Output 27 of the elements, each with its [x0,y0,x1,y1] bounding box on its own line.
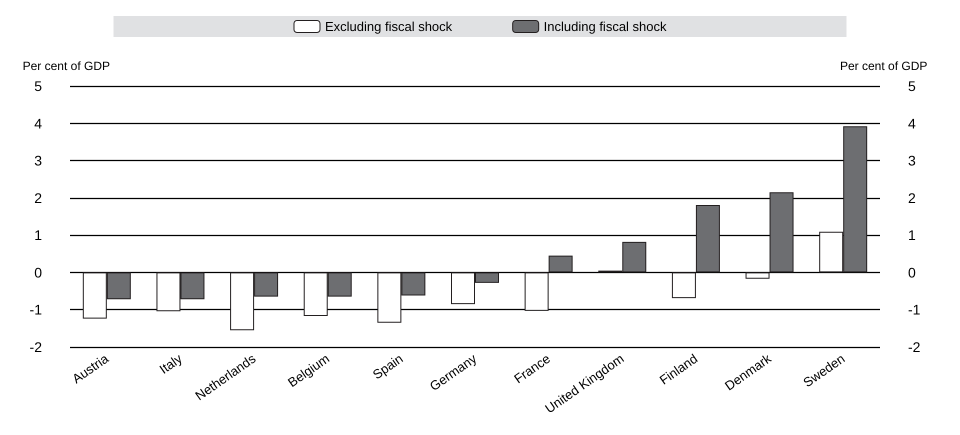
y-tick-label: 5 [34,78,42,94]
y2-axis-title: Per cent of GDP [840,59,928,73]
legend-label: Excluding fiscal shock [324,19,453,34]
y-tick-label: 3 [34,152,42,169]
bar [524,272,549,311]
bar [746,272,770,279]
y2-tick-label: -1 [908,302,921,318]
y2-tick-label: 4 [908,115,916,132]
bar [696,204,720,272]
y2-tick-label: 1 [908,227,916,244]
y-tick-label: 4 [34,115,42,132]
y-tick-label: 0 [34,264,42,280]
y2-tick-label: -2 [908,339,921,355]
y2-tick-label: 2 [908,190,916,206]
y-axis-title: Per cent of GDP [22,59,110,73]
y-tick-label: -1 [30,302,42,318]
y-tick-label: 2 [34,190,42,206]
bar [548,256,573,272]
x-tick-label: Italy [156,350,186,377]
legend-label: Including fiscal shock [544,19,668,34]
bar [672,272,696,298]
y-tick-label: 1 [34,227,42,244]
bar [770,192,794,272]
y2-tick-label: 5 [908,78,916,94]
y2-tick-label: 3 [908,152,916,169]
y-tick-label: -2 [30,339,42,355]
y2-tick-label: 0 [908,264,916,280]
